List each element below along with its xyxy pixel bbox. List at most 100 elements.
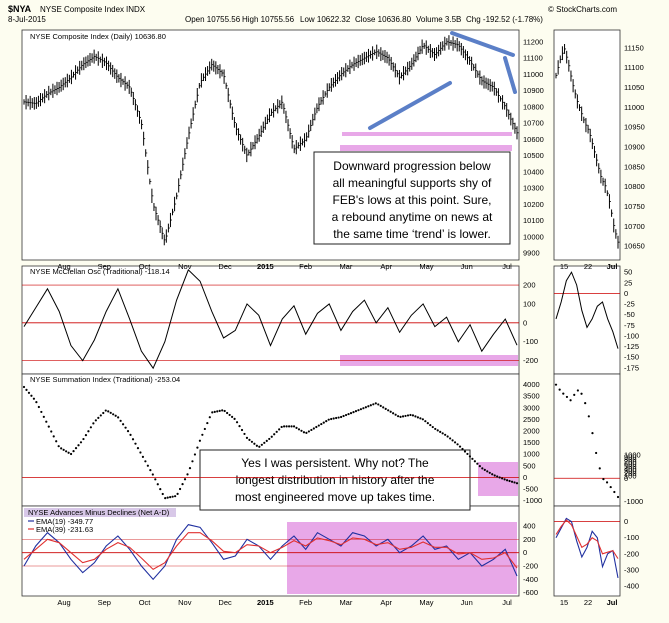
- summation-dot: [166, 496, 169, 499]
- y-tick-label: 500: [523, 461, 536, 470]
- summation-dot: [315, 425, 318, 429]
- summation-dot: [302, 431, 306, 434]
- summation-dot: [278, 428, 281, 431]
- summation-dot: [228, 413, 231, 417]
- summation-dot: [424, 420, 427, 423]
- summation-dot: [156, 483, 159, 486]
- y-tick-label: 50: [624, 268, 632, 277]
- summation-dot: [605, 481, 609, 484]
- y-tick-label: 1500: [523, 438, 540, 447]
- y-tick-label: 200: [624, 469, 637, 478]
- inset-x-axis-label: Jul: [607, 598, 618, 607]
- summation-dot: [327, 418, 330, 421]
- support-highlight-price-2: [342, 132, 512, 136]
- inset-price-frame: [553, 29, 621, 261]
- summation-dot: [238, 425, 241, 428]
- summation-dot: [30, 394, 33, 397]
- summation-dot: [322, 421, 325, 424]
- y-tick-label: 10850: [624, 162, 645, 171]
- summation-dot: [27, 391, 31, 394]
- y-tick-label: 11100: [624, 63, 644, 72]
- summation-dot: [196, 446, 199, 449]
- x-axis-label: Jul: [502, 262, 512, 271]
- summation-dot: [307, 430, 310, 433]
- summation-dot: [609, 485, 612, 489]
- y-tick-label: 400: [624, 464, 637, 473]
- summation-dot: [389, 410, 392, 413]
- y-tick-label: 3000: [523, 403, 540, 412]
- summation-dot: [312, 427, 315, 430]
- index-title: NYSE Composite Index: [40, 5, 124, 14]
- summation-dot: [169, 496, 172, 499]
- summation-dot: [82, 437, 85, 441]
- summation-dot: [613, 490, 616, 494]
- annotation-bottom-line-1: Yes I was persistent. Why not? The: [241, 456, 429, 470]
- summation-dot: [501, 477, 504, 480]
- volume-value: Volume 3.5B: [416, 15, 461, 24]
- annotation-top-line-1: Downward progression below: [333, 159, 491, 173]
- inset-x-axis-label: 15: [560, 598, 568, 607]
- y-tick-label: -125: [624, 342, 639, 351]
- summation-dot: [310, 428, 313, 432]
- summation-dot: [483, 468, 486, 471]
- summation-dot: [317, 424, 320, 427]
- summation-dot: [275, 430, 278, 433]
- summation-dot: [453, 441, 457, 444]
- y-tick-label: -150: [624, 353, 639, 362]
- summation-dot: [206, 421, 209, 425]
- summation-dot: [496, 475, 499, 478]
- summation-dot: [394, 413, 397, 416]
- summation-dot: [387, 409, 390, 412]
- y-tick-label: 10800: [523, 102, 544, 111]
- summation-dot: [595, 451, 598, 455]
- summation-dot: [498, 476, 501, 479]
- summation-dot: [573, 393, 576, 396]
- summation-dot: [562, 392, 565, 395]
- summation-dot: [134, 442, 137, 445]
- y-tick-label: -50: [624, 310, 635, 319]
- ema39-legend-label: EMA(39) -231.63: [36, 525, 93, 534]
- distribution-highlight-ad: [287, 522, 517, 594]
- y-tick-label: -400: [523, 575, 538, 584]
- summation-dot: [488, 471, 491, 474]
- summation-dot: [285, 425, 288, 428]
- summation-dot: [117, 416, 120, 419]
- y-tick-label: 300: [624, 467, 637, 476]
- summation-dot: [65, 450, 68, 453]
- annotation-top-line-2: all meaningful supports shy of: [333, 176, 492, 190]
- summation-dot: [188, 467, 192, 470]
- summation-dot: [258, 445, 261, 448]
- summation-dot: [250, 440, 254, 443]
- summation-dot: [221, 409, 224, 412]
- mcclellan-line: [555, 271, 619, 349]
- summation-dot: [409, 413, 412, 417]
- x-axis-label: May: [419, 262, 433, 271]
- summation-dot: [332, 417, 335, 420]
- y-tick-label: 10700: [624, 222, 645, 231]
- y-tick-label: -500: [523, 484, 538, 493]
- summation-dot: [431, 425, 434, 429]
- summation-dot: [426, 422, 429, 425]
- x-axis-label: Apr: [380, 598, 392, 607]
- annotation-top-line-3: FEB's lows at this point. Sure,: [332, 193, 491, 207]
- y-tick-label: 10650: [624, 242, 645, 251]
- summation-dot: [379, 404, 382, 408]
- summation-dot: [449, 437, 452, 440]
- x-axis-label: Aug: [57, 262, 70, 271]
- open-value: Open 10755.56: [185, 15, 241, 24]
- summation-dot: [191, 460, 194, 463]
- x-axis-label: Nov: [178, 262, 192, 271]
- summation-dot: [263, 441, 266, 444]
- summation-dot: [178, 487, 182, 491]
- summation-dot: [325, 420, 328, 423]
- summation-dot: [107, 410, 110, 413]
- y-tick-label: 11150: [624, 43, 644, 52]
- summation-dot: [429, 423, 432, 427]
- y-tick-label: 10000: [523, 232, 544, 241]
- summation-dot: [131, 438, 135, 441]
- summation-dot: [290, 425, 293, 428]
- inset-x-axis-label: Jul: [607, 262, 618, 271]
- summation-dot: [112, 413, 115, 416]
- summation-dot: [201, 433, 204, 436]
